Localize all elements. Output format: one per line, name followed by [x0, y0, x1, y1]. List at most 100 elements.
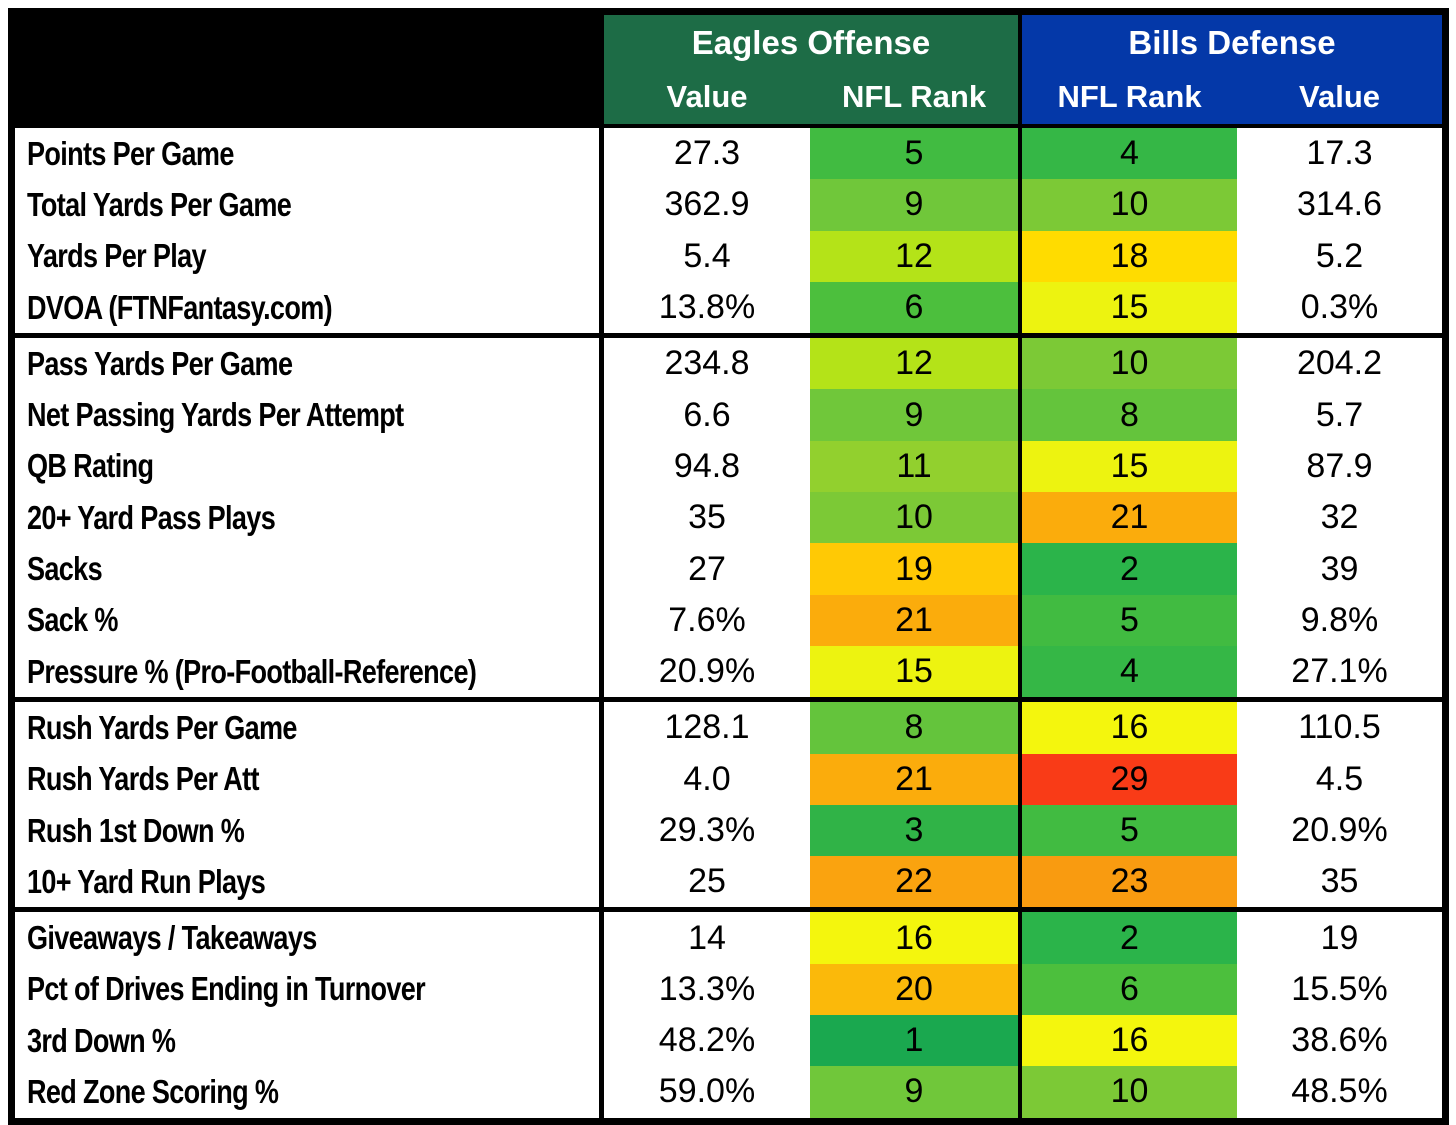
- bills-value-cell: 314.6: [1296, 185, 1383, 224]
- eagles-value-cell: 13.3%: [658, 969, 756, 1008]
- stat-label: QB Rating: [15, 440, 604, 493]
- table-body: Points Per Game 27.3 5 4 17.3 Total Yards Per…: [15, 128, 1442, 1118]
- stat-label: Sacks: [15, 543, 604, 595]
- eagles-value-cell: 48.2%: [658, 1021, 756, 1060]
- stat-label: Pct of Drives Ending in Turnover: [15, 963, 604, 1016]
- table-row: QB Rating 94.8 11 15 87.9: [15, 440, 1442, 493]
- bills-nfl-rank-column-header: NFL Rank: [1022, 70, 1237, 124]
- team-stats-comparison-table: Eagles Offense Bills Defense Value NFL R…: [8, 8, 1449, 1125]
- eagles-value-cell: 20.9%: [658, 652, 756, 691]
- table-row: 10+ Yard Run Plays 25 22 23 35: [15, 856, 1442, 908]
- eagles-value-cell: 27.3: [673, 134, 741, 173]
- bills-value-cell: 9.8%: [1300, 600, 1379, 639]
- stat-label: 10+ Yard Run Plays: [15, 856, 604, 908]
- table-row: Rush Yards Per Game 128.1 8 16 110.5: [15, 702, 1442, 754]
- stat-label: Points Per Game: [15, 128, 604, 180]
- table-header: Eagles Offense Bills Defense Value NFL R…: [15, 15, 1442, 128]
- stat-label: Pressure % (Pro-Football-Reference): [15, 645, 604, 698]
- eagles-rank-cell: 20: [810, 963, 1022, 1016]
- eagles-value-cell: 27: [688, 549, 726, 588]
- stat-label: DVOA (FTNFantasy.com): [15, 281, 604, 334]
- table-row: Sack % 7.6% 21 5 9.8%: [15, 594, 1442, 646]
- table-row: Pct of Drives Ending in Turnover 13.3% 20 6…: [15, 963, 1442, 1016]
- eagles-nfl-rank-column-header: NFL Rank: [810, 70, 1022, 124]
- bills-rank-cell: 29: [1022, 753, 1237, 805]
- bills-value-cell: 38.6%: [1291, 1021, 1388, 1060]
- eagles-rank-cell: 3: [810, 804, 1022, 857]
- bills-value-cell: 15.5%: [1291, 969, 1388, 1008]
- stat-label: Net Passing Yards Per Attempt: [15, 389, 604, 441]
- table-row: DVOA (FTNFantasy.com) 13.8% 6 15 0.3%: [15, 281, 1442, 334]
- bills-rank-cell: 4: [1022, 128, 1237, 180]
- stat-row-group: Rush Yards Per Game 128.1 8 16 110.5 Rush Yar…: [15, 702, 1442, 913]
- table-row: Sacks 27 19 2 39: [15, 543, 1442, 595]
- bills-value-cell: 204.2: [1296, 344, 1383, 383]
- eagles-value-cell: 362.9: [664, 185, 750, 224]
- stat-label: Total Yards Per Game: [15, 179, 604, 231]
- bills-rank-cell: 6: [1022, 963, 1237, 1016]
- eagles-value-cell: 29.3%: [658, 811, 756, 849]
- bills-rank-cell: 10: [1022, 1066, 1237, 1118]
- table-row: Net Passing Yards Per Attempt 6.6 9 8 5.7: [15, 389, 1442, 441]
- eagles-rank-cell: 15: [810, 645, 1022, 698]
- bills-value-cell: 5.2: [1315, 236, 1364, 275]
- eagles-value-cell: 234.8: [664, 344, 750, 383]
- eagles-rank-cell: 11: [810, 440, 1022, 493]
- stat-label: 20+ Yard Pass Plays: [15, 492, 604, 544]
- bills-rank-cell: 8: [1022, 389, 1237, 441]
- eagles-rank-cell: 21: [810, 753, 1022, 805]
- table-row: Yards Per Play 5.4 12 18 5.2: [15, 230, 1442, 282]
- bills-rank-cell: 18: [1022, 230, 1237, 282]
- bills-rank-cell: 15: [1022, 281, 1237, 334]
- eagles-offense-header: Eagles Offense: [604, 15, 1022, 70]
- table-row: 3rd Down % 48.2% 1 16 38.6%: [15, 1015, 1442, 1067]
- bills-rank-cell: 10: [1022, 179, 1237, 231]
- bills-rank-cell: 15: [1022, 440, 1237, 493]
- eagles-rank-cell: 21: [810, 594, 1022, 646]
- table-row: Giveaways / Takeaways 14 16 2 19: [15, 912, 1442, 964]
- eagles-rank-cell: 8: [810, 702, 1022, 754]
- eagles-rank-cell: 12: [810, 230, 1022, 282]
- eagles-value-cell: 59.0%: [658, 1072, 756, 1111]
- eagles-value-cell: 14: [688, 918, 726, 957]
- eagles-rank-cell: 1: [810, 1015, 1022, 1067]
- bills-value-cell: 87.9: [1306, 446, 1373, 485]
- bills-value-cell: 19: [1320, 918, 1359, 957]
- bills-rank-cell: 5: [1022, 804, 1237, 857]
- eagles-value-cell: 7.6%: [668, 600, 746, 639]
- bills-value-cell: 27.1%: [1291, 652, 1388, 691]
- bills-rank-cell: 16: [1022, 1015, 1237, 1067]
- table-row: Total Yards Per Game 362.9 9 10 314.6: [15, 179, 1442, 231]
- bills-rank-cell: 5: [1022, 594, 1237, 646]
- eagles-rank-cell: 9: [810, 1066, 1022, 1118]
- eagles-rank-cell: 9: [810, 179, 1022, 231]
- eagles-value-cell: 25: [688, 862, 726, 901]
- eagles-rank-cell: 5: [810, 128, 1022, 180]
- stat-label: Red Zone Scoring %: [15, 1066, 604, 1118]
- bills-value-cell: 0.3%: [1300, 288, 1379, 327]
- eagles-value-cell: 4.0: [683, 759, 731, 798]
- eagles-rank-cell: 16: [810, 912, 1022, 964]
- table-row: Red Zone Scoring % 59.0% 9 10 48.5%: [15, 1066, 1442, 1118]
- eagles-value-cell: 13.8%: [658, 288, 756, 327]
- stat-label: Yards Per Play: [15, 230, 604, 282]
- eagles-value-column-header: Value: [604, 70, 810, 124]
- bills-value-cell: 5.7: [1315, 395, 1364, 434]
- stat-row-group: Giveaways / Takeaways 14 16 2 19 Pct of Drive…: [15, 912, 1442, 1118]
- stat-label: 3rd Down %: [15, 1015, 604, 1067]
- bills-rank-cell: 2: [1022, 912, 1237, 964]
- stat-label: Rush 1st Down %: [15, 804, 604, 857]
- eagles-rank-cell: 19: [810, 543, 1022, 595]
- eagles-value-cell: 6.6: [683, 395, 731, 434]
- header-corner-black-block: [15, 15, 604, 124]
- eagles-value-cell: 5.4: [683, 236, 731, 275]
- bills-rank-cell: 4: [1022, 645, 1237, 698]
- bills-value-column-header: Value: [1237, 70, 1442, 124]
- bills-defense-header: Bills Defense: [1022, 15, 1442, 70]
- bills-value-cell: 4.5: [1315, 759, 1364, 798]
- bills-rank-cell: 10: [1022, 338, 1237, 390]
- stat-row-group: Points Per Game 27.3 5 4 17.3 Total Yards Per…: [15, 128, 1442, 339]
- bills-value-cell: 39: [1320, 549, 1359, 588]
- eagles-value-cell: 94.8: [673, 446, 741, 485]
- bills-value-cell: 110.5: [1298, 708, 1381, 747]
